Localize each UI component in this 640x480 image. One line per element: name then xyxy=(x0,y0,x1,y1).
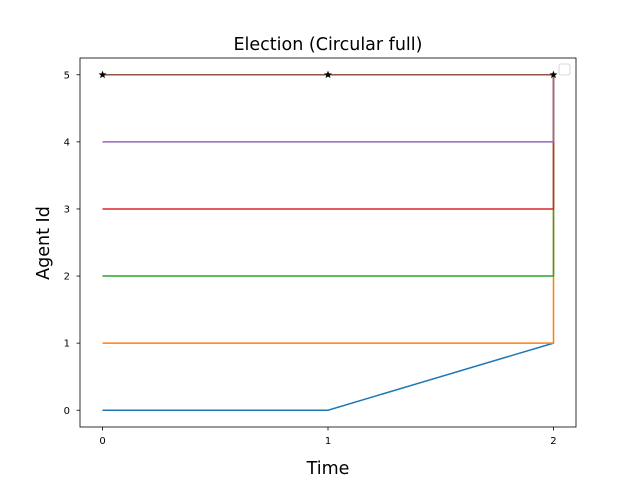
star-marker-1 xyxy=(324,70,332,79)
x-tick-label-2: 2 xyxy=(550,436,556,447)
x-tick-label-1: 1 xyxy=(325,436,331,447)
star-marker-2 xyxy=(549,70,558,79)
y-tick-label-4: 4 xyxy=(64,137,70,148)
chart-title: Election (Circular full) xyxy=(234,35,423,55)
star-marker-0 xyxy=(98,70,107,79)
y-tick-label-0: 0 xyxy=(64,406,70,417)
series-line-4 xyxy=(102,74,555,143)
legend-box xyxy=(558,63,571,76)
y-tick-label-2: 2 xyxy=(64,272,70,283)
y-tick-label-5: 5 xyxy=(64,70,70,81)
y-tick-label-1: 1 xyxy=(64,339,70,350)
series-line-0 xyxy=(102,342,554,411)
y-tick-label-3: 3 xyxy=(64,205,70,216)
y-axis-label: Agent Id xyxy=(34,206,54,280)
x-tick-label-0: 0 xyxy=(99,436,105,447)
plot-area: 0 1 2 0 1 2 3 4 5 xyxy=(64,57,577,447)
x-axis-label: Time xyxy=(306,459,350,479)
